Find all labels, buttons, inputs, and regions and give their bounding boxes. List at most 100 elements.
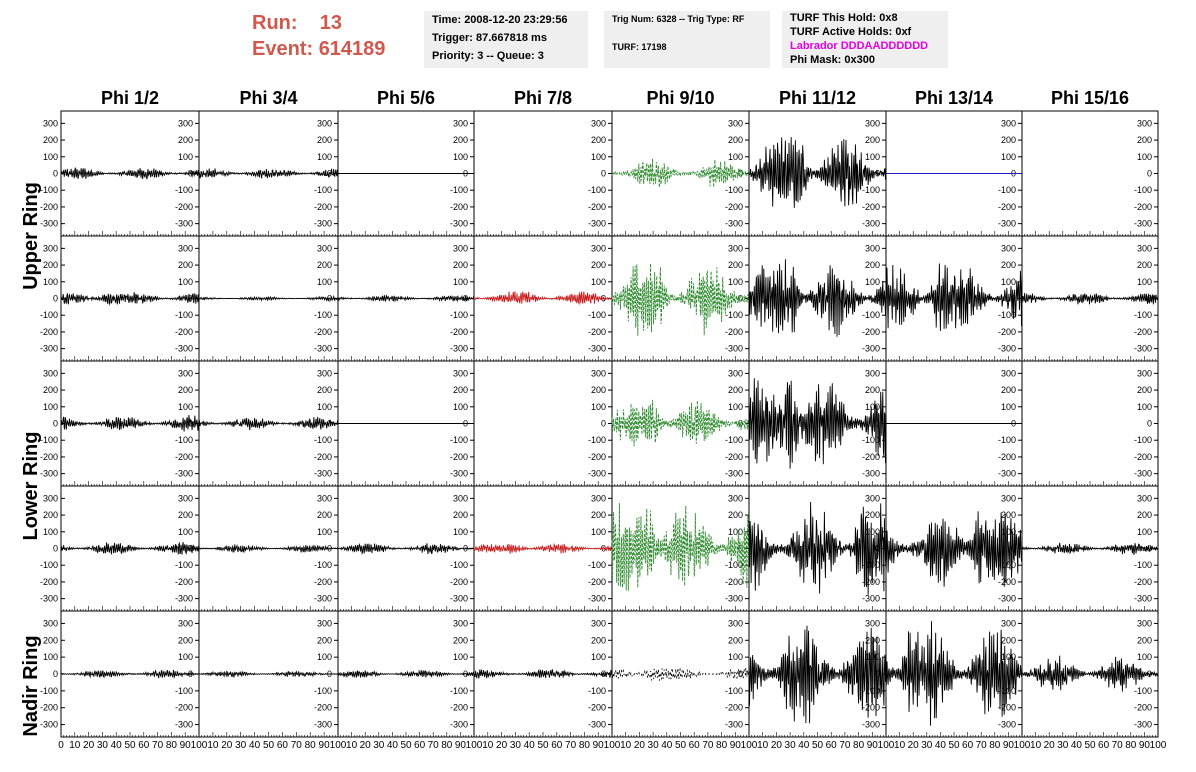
y-tick-label: 100 [178, 152, 193, 162]
y-tick-label: -100 [450, 686, 468, 696]
x-tick-label: 20 [908, 740, 920, 751]
waveform-panel: 30030020020010010000-100-100-200-200-300… [40, 485, 200, 612]
y-tick-label: -300 [450, 720, 468, 730]
y-tick-label: -200 [40, 452, 58, 462]
y-tick-label: -100 [725, 686, 743, 696]
y-tick-label: -300 [588, 219, 606, 229]
y-tick-label: 300 [865, 243, 880, 253]
y-tick-label: -100 [862, 560, 880, 570]
column-header: Phi 15/16 [1051, 88, 1129, 108]
row-label: Nadir Ring [20, 635, 42, 736]
y-tick-label: 200 [178, 260, 193, 270]
y-tick-label: 300 [43, 118, 58, 128]
y-tick-label: -100 [450, 560, 468, 570]
y-tick-label: -200 [862, 452, 880, 462]
y-tick-label: 100 [43, 652, 58, 662]
x-tick-label: 40 [111, 740, 123, 751]
x-tick-label: 40 [524, 740, 536, 751]
x-tick-label: 50 [537, 740, 549, 751]
y-tick-label: -300 [1134, 469, 1152, 479]
y-tick-label: 300 [591, 493, 606, 503]
x-tick-label: 30 [648, 740, 660, 751]
waveform-trace [60, 541, 200, 555]
y-tick-label: 100 [728, 652, 743, 662]
x-tick-label: 30 [785, 740, 797, 751]
y-tick-label: -300 [725, 594, 743, 604]
x-tick-label: 60 [1098, 740, 1110, 751]
y-tick-label: -100 [314, 435, 332, 445]
y-tick-label: -200 [40, 202, 58, 212]
y-tick-label: 0 [53, 669, 58, 679]
y-tick-label: -300 [725, 219, 743, 229]
x-tick-label: 40 [1071, 740, 1083, 751]
y-tick-label: -300 [450, 344, 468, 354]
x-tick-label: 50 [400, 740, 412, 751]
y-tick-label: 200 [1001, 635, 1016, 645]
y-tick-label: 300 [728, 368, 743, 378]
y-tick-label: 100 [1137, 402, 1152, 412]
y-tick-label: -300 [175, 219, 193, 229]
y-tick-label: -300 [725, 720, 743, 730]
x-tick-label: 20 [634, 740, 646, 751]
y-tick-label: -100 [314, 686, 332, 696]
y-tick-label: 0 [1147, 169, 1152, 179]
x-tick-label: 60 [551, 740, 563, 751]
y-tick-label: -100 [314, 310, 332, 320]
x-tick-label: 40 [935, 740, 947, 751]
x-tick-label: 30 [510, 740, 522, 751]
y-tick-label: 300 [43, 618, 58, 628]
y-tick-label: 300 [317, 493, 332, 503]
panel-frame [1021, 110, 1159, 237]
y-tick-label: 300 [865, 493, 880, 503]
y-tick-label: -100 [175, 686, 193, 696]
y-tick-label: -100 [175, 560, 193, 570]
y-tick-label: 100 [178, 277, 193, 287]
y-tick-label: 100 [865, 152, 880, 162]
y-tick-label: 0 [53, 419, 58, 429]
y-tick-label: -100 [725, 435, 743, 445]
waveform-trace [60, 167, 200, 180]
y-tick-label: 300 [178, 493, 193, 503]
run-line: Run: 13 [252, 10, 422, 36]
y-tick-label: 300 [1137, 368, 1152, 378]
y-tick-label: 100 [1137, 152, 1152, 162]
x-tick-label: 80 [305, 740, 317, 751]
waveform-panel: 30030020020010010000-100-100-200-200-300… [40, 235, 200, 362]
column-header: Phi 11/12 [779, 88, 856, 108]
y-tick-label: 300 [178, 118, 193, 128]
y-tick-label: 200 [1001, 260, 1016, 270]
x-tick-label: 70 [1112, 740, 1124, 751]
y-tick-label: -200 [862, 327, 880, 337]
y-tick-label: -200 [725, 577, 743, 587]
x-tick-label: 70 [428, 740, 440, 751]
y-tick-label: -100 [862, 185, 880, 195]
x-tick-label: 30 [1057, 740, 1069, 751]
waveform-trace [748, 378, 887, 469]
run-label: Run: [252, 12, 298, 34]
y-tick-label: 200 [728, 260, 743, 270]
waveform-trace [885, 511, 1023, 587]
x-tick-label: 80 [579, 740, 591, 751]
y-tick-label: 100 [317, 402, 332, 412]
y-tick-label: 100 [1137, 277, 1152, 287]
x-tick-label: 80 [166, 740, 178, 751]
y-tick-label: -300 [588, 594, 606, 604]
waveform-trace [1021, 542, 1159, 555]
y-tick-label: 200 [591, 385, 606, 395]
x-tick-label: 20 [771, 740, 783, 751]
y-tick-label: 300 [865, 118, 880, 128]
y-tick-label: -200 [725, 452, 743, 462]
y-tick-label: 0 [53, 294, 58, 304]
y-tick-label: 300 [591, 243, 606, 253]
y-tick-label: 0 [601, 169, 606, 179]
x-tick-label: 70 [976, 740, 988, 751]
x-tick-label: 20 [83, 740, 95, 751]
